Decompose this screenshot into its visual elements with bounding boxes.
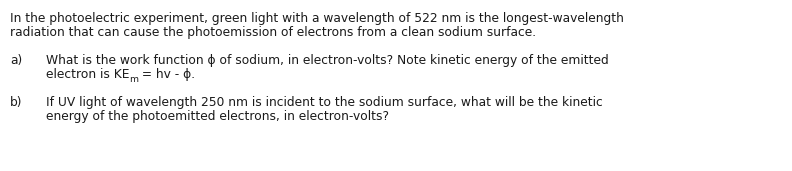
Text: If UV light of wavelength 250 nm is incident to the sodium surface, what will be: If UV light of wavelength 250 nm is inci…	[46, 96, 603, 109]
Text: electron is KE: electron is KE	[46, 68, 130, 81]
Text: = hv - ϕ.: = hv - ϕ.	[139, 68, 196, 81]
Text: In the photoelectric experiment, green light with a wavelength of 522 nm is the : In the photoelectric experiment, green l…	[10, 12, 624, 25]
Text: radiation that can cause the photoemission of electrons from a clean sodium surf: radiation that can cause the photoemissi…	[10, 26, 536, 39]
Text: b): b)	[10, 96, 22, 109]
Text: energy of the photoemitted electrons, in electron-volts?: energy of the photoemitted electrons, in…	[46, 110, 389, 123]
Text: a): a)	[10, 54, 22, 67]
Text: m: m	[130, 75, 139, 84]
Text: What is the work function ϕ of sodium, in electron-volts? Note kinetic energy of: What is the work function ϕ of sodium, i…	[46, 54, 609, 67]
